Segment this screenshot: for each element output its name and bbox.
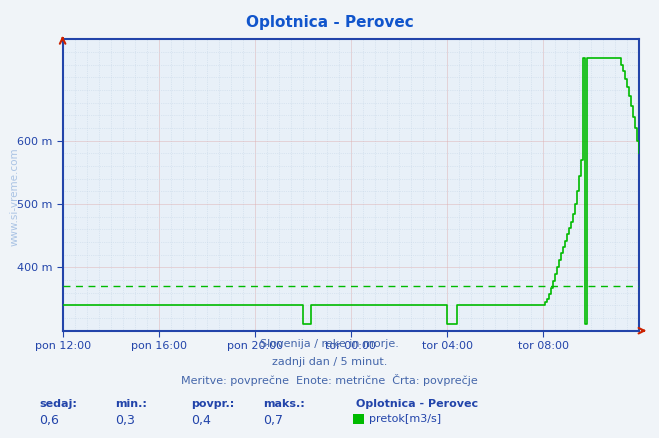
Text: 0,6: 0,6 [40,414,59,427]
Text: Oplotnica - Perovec: Oplotnica - Perovec [246,15,413,30]
Text: sedaj:: sedaj: [40,399,77,409]
Text: Oplotnica - Perovec: Oplotnica - Perovec [356,399,478,409]
Text: Slovenija / reke in morje.: Slovenija / reke in morje. [260,339,399,350]
Text: pretok[m3/s]: pretok[m3/s] [369,414,441,424]
Text: 0,7: 0,7 [264,414,283,427]
Text: www.si-vreme.com: www.si-vreme.com [9,148,20,247]
Text: zadnji dan / 5 minut.: zadnji dan / 5 minut. [272,357,387,367]
Text: povpr.:: povpr.: [191,399,235,409]
Text: 0,3: 0,3 [115,414,135,427]
Text: Meritve: povprečne  Enote: metrične  Črta: povprečje: Meritve: povprečne Enote: metrične Črta:… [181,374,478,386]
Text: maks.:: maks.: [264,399,305,409]
Text: 0,4: 0,4 [191,414,211,427]
Text: min.:: min.: [115,399,147,409]
